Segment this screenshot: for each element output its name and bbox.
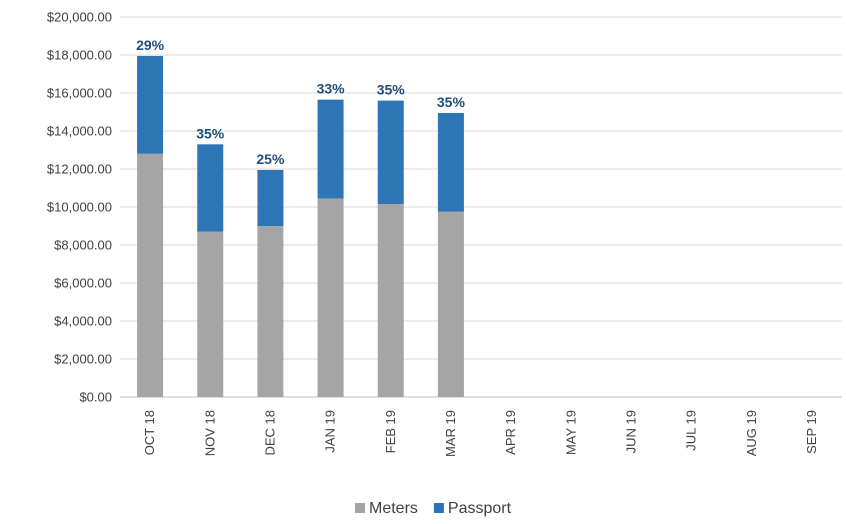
x-tick-label: SEP 19 [804,410,819,454]
y-tick-label: $14,000.00 [47,124,112,139]
x-tick-label: MAR 19 [443,410,458,457]
x-tick-label: AUG 19 [744,410,759,456]
x-tick-label: JAN 19 [323,410,338,453]
bar-passport-feb-19 [377,100,404,205]
bar-meters-dec-18 [257,226,284,397]
x-tick-label: MAY 19 [563,410,578,455]
legend-swatch-passport [433,503,444,513]
legend-swatch-meters [355,503,365,513]
bar-meters-nov-18 [197,231,224,397]
bar-passport-nov-18 [197,144,224,232]
bar-passport-jan-19 [317,99,344,199]
legend-label-meters: Meters [369,500,418,517]
x-tick-label: DEC 18 [262,410,277,456]
bar-passport-oct-18 [137,55,164,154]
data-label: 35% [437,94,466,110]
data-label: 35% [377,82,406,98]
y-tick-label: $16,000.00 [47,86,112,101]
x-tick-label: NOV 18 [202,410,217,456]
y-tick-label: $0.00 [79,390,112,405]
bar-meters-jan-19 [317,198,344,397]
y-tick-label: $2,000.00 [54,352,112,367]
y-tick-label: $8,000.00 [54,238,112,253]
y-tick-label: $4,000.00 [54,314,112,329]
x-tick-label: JUL 19 [684,410,699,451]
data-label: 35% [196,125,225,141]
data-label: 25% [256,151,285,167]
bar-meters-mar-19 [437,211,464,397]
y-tick-label: $12,000.00 [47,162,112,177]
bar-passport-dec-18 [257,169,284,226]
y-tick-label: $6,000.00 [54,276,112,291]
bar-meters-feb-19 [377,204,404,397]
x-tick-label: APR 19 [503,410,518,455]
x-tick-label: FEB 19 [383,410,398,453]
data-label: 33% [317,81,346,97]
y-tick-label: $20,000.00 [47,10,112,25]
bar-passport-mar-19 [437,112,464,212]
x-tick-label: JUN 19 [623,410,638,453]
bar-meters-oct-18 [137,153,164,397]
y-tick-label: $10,000.00 [47,200,112,215]
data-label: 29% [136,37,165,53]
legend-label-passport: Passport [448,500,512,517]
x-tick-label: OCT 18 [142,410,157,455]
y-tick-label: $18,000.00 [47,48,112,63]
